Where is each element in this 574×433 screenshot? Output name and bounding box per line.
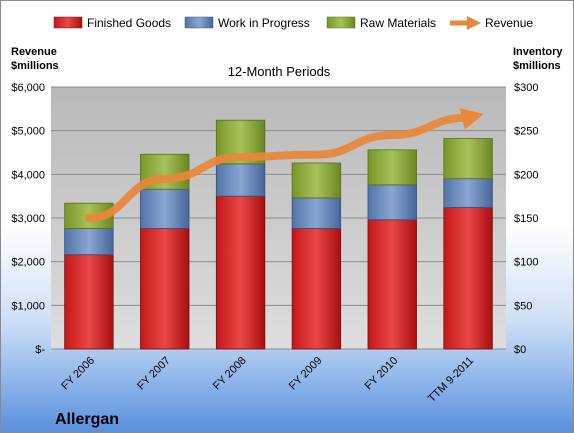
- bar-finished-goods: [291, 228, 342, 350]
- bar-finished-goods: [367, 219, 417, 350]
- bar-work-in-progress: [140, 188, 190, 229]
- x-tick-label: FY 2006: [59, 355, 97, 393]
- left-tick-label: $1,000: [11, 300, 45, 312]
- right-tick-label: $250: [514, 126, 538, 138]
- bar-work-in-progress: [291, 197, 342, 229]
- legend-label-raw-materials: Raw Materials: [360, 16, 436, 30]
- bar-work-in-progress: [443, 178, 493, 208]
- company-name: Allergan: [55, 411, 119, 428]
- left-tick-label: $5,000: [11, 126, 45, 138]
- left-axis-title-line2: $millions: [11, 60, 59, 72]
- left-axis-title-line1: Revenue: [11, 46, 57, 58]
- legend-swatch-finished-goods: [53, 16, 83, 29]
- bar-raw-materials: [443, 138, 493, 180]
- x-tick-label: FY 2010: [363, 355, 401, 393]
- x-tick-label: FY 2007: [135, 355, 173, 393]
- left-tick-label: $2,000: [11, 257, 45, 269]
- right-tick-label: $0: [514, 344, 526, 356]
- right-tick-label: $300: [514, 82, 538, 94]
- x-tick-label: FY 2009: [287, 355, 325, 393]
- legend-label-finished-goods: Finished Goods: [87, 16, 171, 30]
- bar-raw-materials: [291, 162, 342, 199]
- bar-work-in-progress: [215, 163, 266, 197]
- bar-finished-goods: [64, 254, 114, 350]
- legend-label-revenue: Revenue: [485, 16, 533, 30]
- bar-raw-materials: [367, 149, 417, 186]
- x-tick-label: FY 2008: [211, 355, 249, 393]
- bar-work-in-progress: [64, 228, 114, 256]
- right-tick-label: $200: [514, 169, 538, 181]
- x-tick-label: TTM 9-2011: [426, 355, 476, 405]
- right-axis-title-line1: Inventory: [513, 46, 563, 58]
- left-tick-label: $-: [35, 344, 45, 356]
- right-tick-label: $150: [514, 213, 538, 225]
- legend-swatch-work-in-progress: [184, 16, 214, 29]
- legend-label-work-in-progress: Work in Progress: [218, 16, 310, 30]
- right-axis-title-line2: $millions: [513, 60, 561, 72]
- left-tick-label: $6,000: [11, 82, 45, 94]
- revenue-line: [84, 108, 484, 222]
- right-tick-label: $50: [514, 300, 532, 312]
- legend-swatch-revenue: [450, 16, 481, 30]
- bar-finished-goods: [140, 228, 190, 350]
- bar-finished-goods: [443, 207, 493, 350]
- legend: Finished Goods Work in Progress Raw Mate…: [53, 16, 533, 30]
- legend-swatch-raw-materials: [326, 16, 356, 29]
- left-tick-label: $3,000: [11, 213, 45, 225]
- right-tick-label: $100: [514, 257, 538, 269]
- revenue-line-path: [84, 113, 473, 222]
- chart-subtitle: 12-Month Periods: [228, 64, 331, 79]
- bars: [64, 119, 493, 350]
- revenue-arrowhead: [459, 108, 484, 130]
- bar-work-in-progress: [367, 184, 417, 221]
- left-tick-label: $4,000: [11, 169, 45, 181]
- bar-finished-goods: [215, 195, 266, 350]
